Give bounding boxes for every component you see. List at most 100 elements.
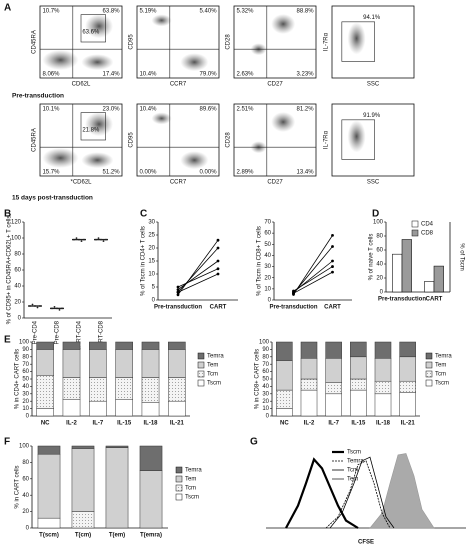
gate-percent: 51.2% [103,169,121,175]
y-tick-label: 40 [264,253,271,259]
plot-frame [39,5,123,79]
x-tick-label: IL-2 [66,421,77,427]
gate-percent: 94.1% [363,15,381,21]
y-tick-label: 20 [22,399,29,405]
bar-segment [62,399,81,417]
gate-box [341,119,375,160]
legend-swatch [425,352,433,360]
legend-label: Temra [185,468,202,474]
dot [75,237,78,240]
point [216,272,220,276]
x-tick-label: IL-15 [117,421,132,427]
bar-segment [71,511,95,529]
dot [58,309,61,311]
gate-percent: 88.8% [297,9,315,15]
dot-cloud [81,54,114,71]
dot [61,307,63,310]
y-axis-label: % in CART cells [15,465,21,508]
y-tick-label: 20 [148,246,155,252]
bar-segment [115,349,133,378]
gate-percent: 10.7% [42,9,60,15]
bar-segment [62,377,81,400]
legend-swatch [175,493,183,501]
x-axis-label: CFSE [358,540,374,546]
y-tick-label: 30 [22,391,29,397]
y-tick-label: 50 [264,242,271,248]
bar-segment [399,341,416,358]
bar-segment [168,341,186,350]
gate-percent: 23.0% [103,107,121,113]
bar-segment [300,378,318,391]
y-tick-label: 70 [22,362,29,368]
y-tick-label: 80 [262,354,269,360]
gate-box [80,14,106,43]
x-tick-label: CART [426,297,443,303]
series-line [293,235,333,295]
x-axis-label: CD27 [267,82,283,88]
bar-segment [300,341,318,359]
legend-swatch [175,484,183,492]
bar-segment [139,445,163,471]
point [216,259,220,263]
bar-segment [374,380,392,395]
plot-frame [39,103,123,177]
legend-swatch [411,220,419,228]
y-tick-label: 40 [262,384,269,390]
bar-segment [89,341,107,350]
point [331,259,334,263]
bar-segment [168,400,186,417]
legend-label: Tem [347,477,358,483]
y-tick-label: 0 [152,298,156,304]
point [216,246,220,250]
dot-cloud [347,22,366,55]
legend-swatch [425,361,433,369]
panel-letter: D [372,209,379,220]
x-tick-label: Pre-transduction [154,305,202,311]
legend-swatch [175,475,183,483]
dot-cloud [151,14,172,27]
dot [31,303,34,306]
x-tick-label: IL-21 [401,421,416,427]
dot [51,307,53,310]
dot-cloud [347,120,366,153]
y-tick-label: 60 [22,476,29,482]
legend-label: Tem [435,363,446,369]
legend-label: Tscm [207,381,221,387]
bar-segment [141,377,160,403]
x-tick-label: T(scm) [39,533,59,539]
x-tick-label: Pre-CD4 [33,320,39,344]
y-tick-label: 90 [22,347,29,353]
point [331,270,334,274]
gate-percent: 21.8% [82,127,100,133]
x-tick-label: CART [324,305,341,311]
plot-frame [136,5,220,79]
y-tick-label: 0 [268,298,272,304]
y-tick-label: 20 [14,300,21,306]
y-tick-label: 60 [22,369,29,375]
bar-segment [276,341,293,361]
x-tick-label: T(cm) [75,533,91,539]
y-tick-label: 15 [148,259,155,265]
gate-percent: 2.51% [236,107,254,113]
bar [433,265,444,293]
legend-label: Tcm [207,372,218,378]
dot [97,237,100,240]
y-axis-label: % of Tscm in CD8+ T cells [257,226,263,296]
gate-percent: 81.2% [297,107,315,113]
x-axis-label: CCR7 [170,82,187,88]
dot [95,238,97,241]
bar-segment [300,389,318,417]
x-axis-label: CD62L [72,82,91,88]
gate-percent: 79.0% [200,71,218,77]
y-tick-label: 80 [14,252,21,258]
series-line [177,268,219,288]
bar-segment [115,341,133,350]
dot [56,307,58,310]
dot-cloud [42,50,79,70]
legend-swatch [197,379,205,387]
legend-swatch [175,466,183,474]
bar-segment [115,377,133,400]
plot-frame [233,5,317,79]
y-tick-label: 60 [376,248,383,254]
